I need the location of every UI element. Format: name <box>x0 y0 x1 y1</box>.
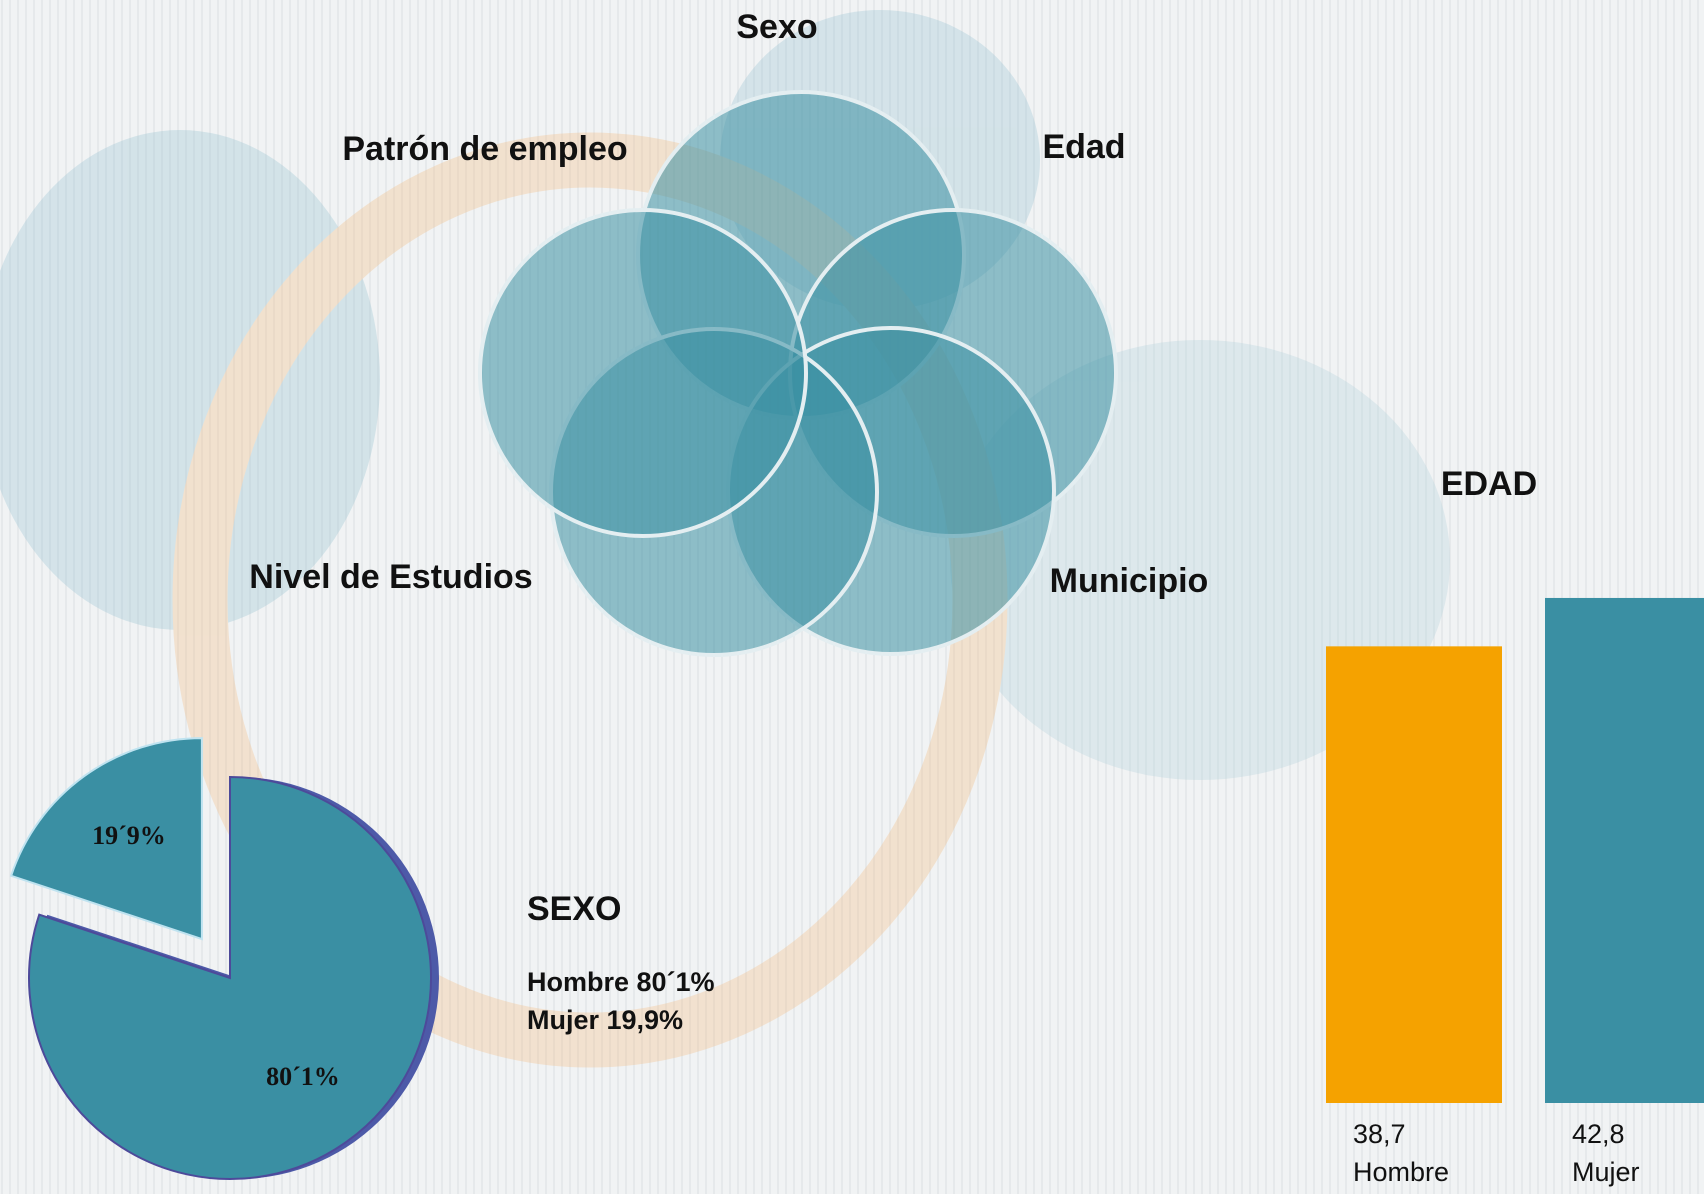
bar <box>1545 598 1704 1103</box>
value-label: 38,7 <box>1353 1119 1406 1149</box>
slide: Sexo Edad Municipio Nivel de Estudios Pa… <box>0 0 1704 1194</box>
value-label: 42,8 <box>1572 1119 1625 1149</box>
venn-label: Patrón de empleo <box>342 130 627 168</box>
venn-label: Edad <box>1042 128 1125 166</box>
venn-label: Sexo <box>736 8 817 46</box>
value-label: 80´1% <box>266 1062 340 1091</box>
value-label: 19´9% <box>92 821 166 850</box>
venn-circle <box>480 210 806 536</box>
annotation: Mujer 19,9% <box>527 1005 683 1035</box>
x-tick-label: Mujer <box>1572 1157 1640 1187</box>
pie-title: SEXO <box>527 890 621 928</box>
annotation: Hombre 80´1% <box>527 967 715 997</box>
venn-label: Municipio <box>1050 562 1209 600</box>
x-tick-label: Hombre <box>1353 1157 1449 1187</box>
bar-title: EDAD <box>1441 465 1537 503</box>
bar <box>1326 646 1502 1103</box>
venn-label: Nivel de Estudios <box>249 558 532 596</box>
